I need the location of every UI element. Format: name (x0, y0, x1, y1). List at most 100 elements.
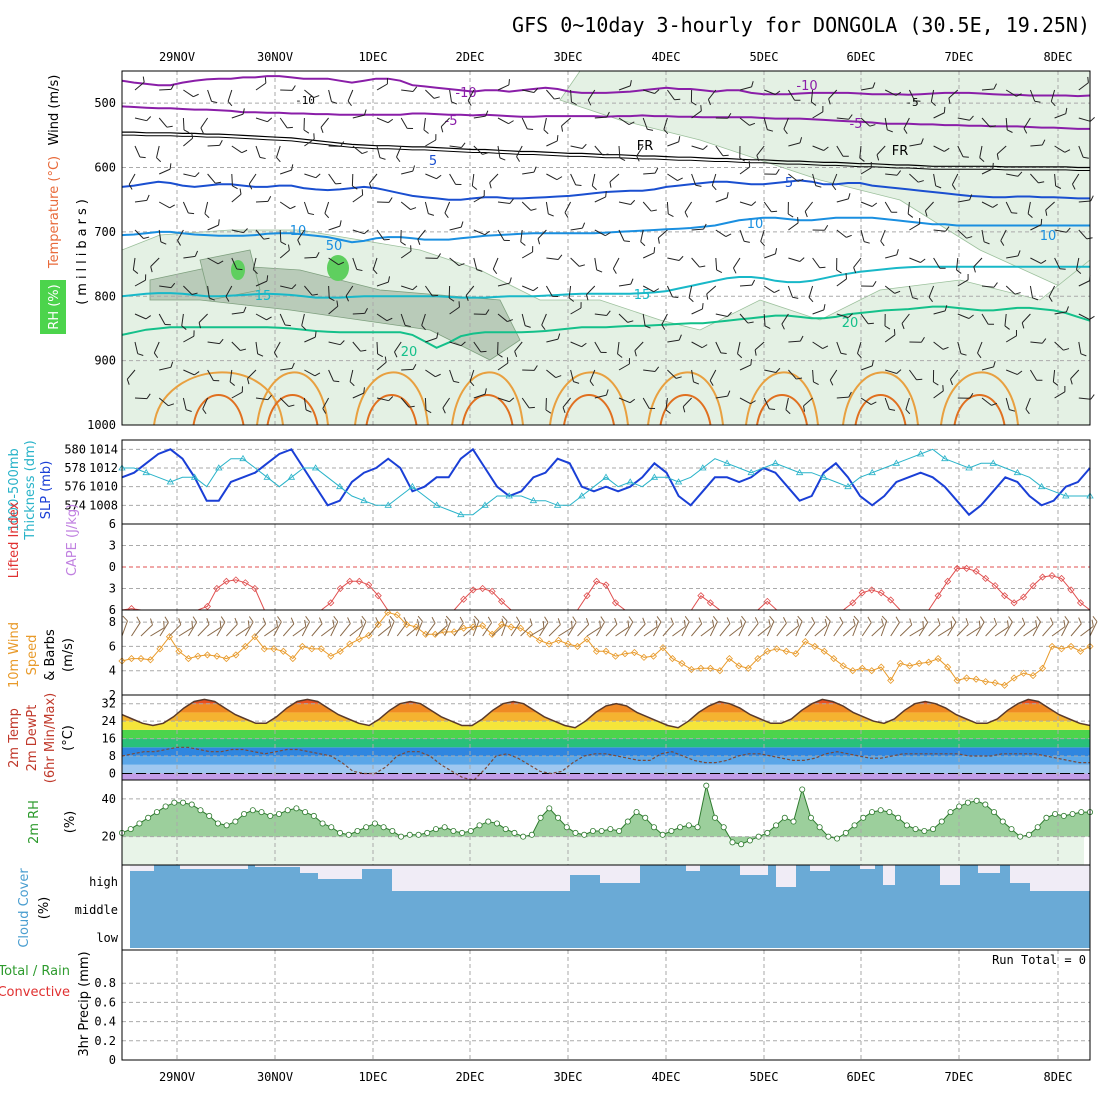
rh-marker (938, 818, 945, 825)
wind-barb-icon (1006, 369, 1023, 375)
wind-speed-marker (355, 635, 363, 643)
wind-barb-icon (707, 89, 717, 106)
rh-marker (406, 831, 413, 838)
wind-speed-marker (811, 642, 819, 650)
wind-barb-icon (667, 136, 681, 147)
wind-barb-icon (691, 145, 708, 150)
rh-marker (712, 814, 719, 821)
rh-marker (764, 829, 771, 836)
temp-band (122, 773, 1090, 780)
wind-barb-icon (808, 285, 814, 303)
bottom-date-label: 7DEC (945, 1070, 974, 1084)
surface-isotherm (842, 371, 919, 426)
rh-marker (755, 833, 762, 840)
wind-barb-icon (311, 617, 323, 637)
lifted-index-label: Lifted Index (7, 501, 22, 578)
wind-speed-marker (953, 676, 961, 684)
wind-barb-icon (1030, 218, 1043, 231)
wind-barb-icon (252, 257, 258, 275)
wind-speed-marker (592, 647, 601, 655)
rh-marker (668, 828, 675, 835)
li-marker (1038, 573, 1047, 581)
wind-barb-icon (981, 83, 997, 91)
thickness-marker (771, 459, 780, 466)
rh-marker (572, 829, 579, 836)
wind-barb-icon (618, 80, 632, 91)
li-marker (1048, 572, 1056, 580)
li-marker (365, 581, 373, 589)
wind-barb-icon (715, 192, 729, 203)
rh-marker (528, 831, 535, 838)
wind-barb-icon (918, 616, 929, 637)
wind-barb-icon (594, 111, 610, 119)
wind-barb-icon (605, 617, 618, 637)
wind-barb-icon (406, 619, 420, 637)
wind-barb-icon (787, 201, 794, 218)
wind-barb-icon (636, 145, 644, 162)
wind-speed-marker (554, 636, 563, 644)
wind-barb-icon (453, 616, 464, 637)
wind-barb-icon (304, 173, 321, 179)
wind-barb-icon (880, 615, 888, 637)
thickness-marker (626, 478, 634, 485)
li-tick-label: 3 (109, 582, 116, 596)
wind-barb-icon (812, 224, 829, 231)
wind-barb-icon (1078, 145, 1089, 159)
wind-barb-icon (352, 257, 363, 272)
wind-barb-icon (497, 277, 512, 287)
precip-tick-label: 0 (109, 1053, 116, 1067)
cloud-clear-gap (1010, 865, 1030, 883)
wind-barb-icon (376, 313, 393, 322)
top-date-label: 4DEC (652, 50, 681, 64)
wind-barb-icon (280, 164, 294, 175)
wind-barb-icon (804, 201, 813, 218)
wind-barb-icon (905, 397, 911, 415)
rh-marker (127, 826, 134, 833)
rh-marker (249, 807, 256, 814)
wind-barb-icon (1078, 195, 1094, 203)
wind-barb-icon (231, 173, 238, 190)
wind-barb-icon (158, 229, 167, 245)
top-date-label: 7DEC (945, 50, 974, 64)
wind-barb-icon (1030, 257, 1047, 264)
wind-barb-icon (279, 313, 291, 327)
wind-speed-marker (906, 662, 914, 670)
wind-barb-icon (1029, 369, 1043, 381)
temp-tick-label: 8 (109, 749, 116, 763)
rh-marker (616, 828, 623, 835)
wind-barb-icon (812, 341, 829, 349)
rh-marker (799, 786, 806, 793)
wind-barb-icon (764, 168, 780, 175)
wind-barb-icon (1070, 369, 1080, 385)
rh-marker (738, 841, 745, 848)
temp-label: (6hr Min/Max) (43, 693, 58, 783)
wind-barb-icon (400, 229, 406, 246)
contour-label: -10 (796, 79, 817, 94)
rh-marker (720, 824, 727, 831)
li-marker (222, 577, 230, 585)
wind-barb-icon (643, 620, 658, 637)
wind-barb-icon (324, 201, 330, 219)
wind-barb-icon (853, 257, 862, 274)
wind-barb-icon (292, 619, 307, 637)
wind10-panel-bg (122, 610, 1090, 695)
wind-barb-icon (345, 285, 354, 302)
wind-barb-icon (577, 617, 590, 637)
wind-barb-icon (328, 369, 340, 383)
wind-barb-icon (248, 173, 257, 190)
wind-speed-marker (963, 674, 971, 682)
cloud-clear-gap (600, 865, 640, 883)
precip-panel-bg (122, 950, 1090, 1060)
rh-marker (816, 824, 823, 831)
wind-barb-icon (684, 201, 693, 218)
thickness-marker (699, 464, 707, 471)
wind-speed-marker (649, 652, 658, 660)
wind-barb-icon (469, 369, 475, 387)
rh-marker (223, 822, 230, 829)
wind-barb-icon (465, 285, 475, 301)
wind-barb-icon (594, 145, 609, 156)
wind-speed-marker (498, 621, 506, 629)
wind-barb-icon (884, 89, 902, 96)
wind-barb-icon (812, 257, 826, 269)
wind10-label: & Barbs (43, 629, 58, 681)
